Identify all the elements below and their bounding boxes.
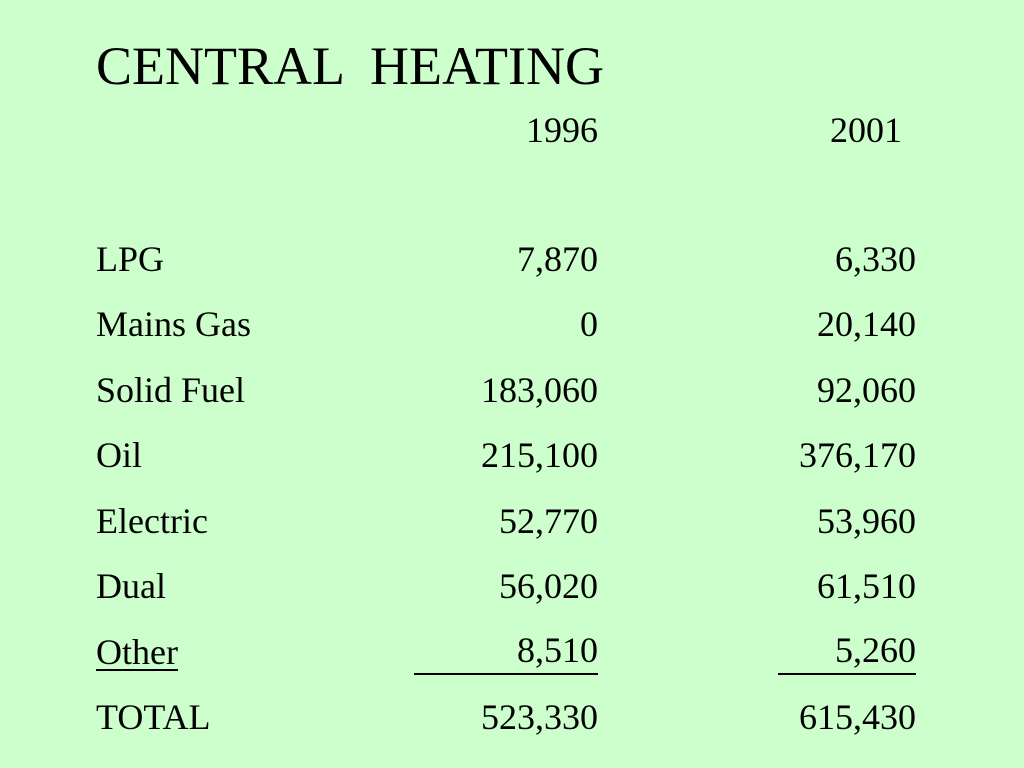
table-row-solid-fuel: Solid Fuel 183,060 92,060 — [0, 365, 1024, 415]
value-1996: 52,770 — [499, 501, 598, 541]
value-2001: 6,330 — [835, 239, 916, 279]
row-label: Electric — [96, 501, 208, 541]
table-row-oil: Oil 215,100 376,170 — [0, 430, 1024, 480]
value-2001: 92,060 — [817, 370, 916, 410]
value-2001: 5,260 — [778, 627, 916, 675]
table-row-mains-gas: Mains Gas 0 20,140 — [0, 299, 1024, 349]
table-row-other: Other 8,510 5,260 — [0, 627, 1024, 677]
table-row-total: TOTAL 523,330 615,430 — [0, 692, 1024, 742]
table-row-dual: Dual 56,020 61,510 — [0, 561, 1024, 611]
row-label: Other — [96, 632, 178, 672]
value-1996: 183,060 — [481, 370, 598, 410]
table-row-electric: Electric 52,770 53,960 — [0, 496, 1024, 546]
value-2001: 20,140 — [817, 304, 916, 344]
value-1996: 215,100 — [481, 435, 598, 475]
value-2001: 53,960 — [817, 501, 916, 541]
value-1996: 8,510 — [414, 627, 598, 675]
table-row-lpg: LPG 7,870 6,330 — [0, 234, 1024, 284]
value-2001: 615,430 — [799, 697, 916, 737]
value-1996: 523,330 — [481, 697, 598, 737]
value-2001: 376,170 — [799, 435, 916, 475]
value-1996: 7,870 — [517, 239, 598, 279]
column-header-1996: 1996 — [526, 110, 598, 150]
column-header-2001: 2001 — [830, 110, 902, 150]
page-title: CENTRAL HEATING — [96, 36, 604, 96]
row-label: Oil — [96, 435, 143, 475]
value-2001: 61,510 — [817, 566, 916, 606]
row-label: Solid Fuel — [96, 370, 246, 410]
value-1996: 56,020 — [499, 566, 598, 606]
row-label: Mains Gas — [96, 304, 251, 344]
row-label: Dual — [96, 566, 166, 606]
value-1996: 0 — [580, 304, 598, 344]
row-label: TOTAL — [96, 697, 211, 737]
row-label: LPG — [96, 239, 165, 279]
